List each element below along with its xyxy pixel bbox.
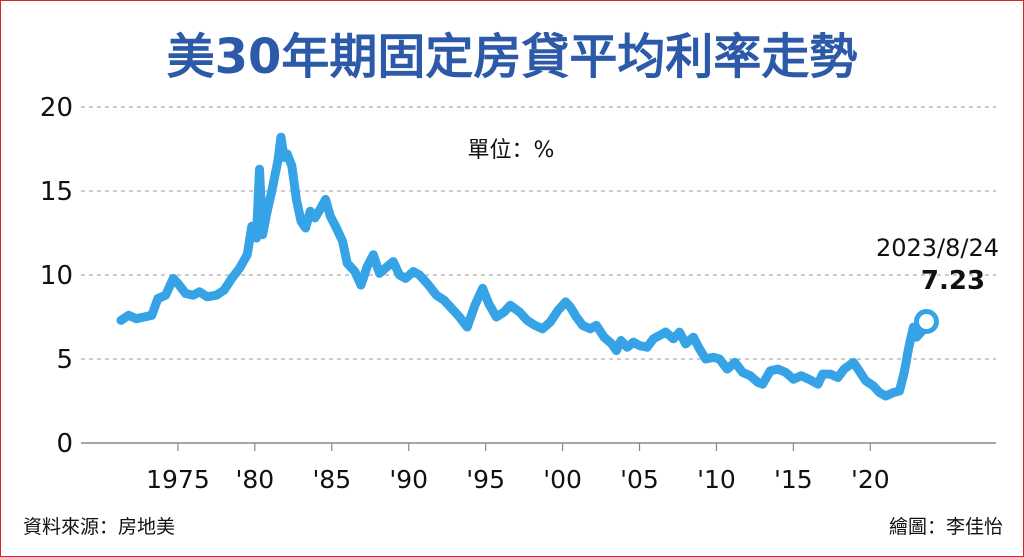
- x-tick-label: '10: [697, 465, 736, 494]
- latest-point-marker: [913, 309, 939, 335]
- x-axis-ticks: 1975 '80 '85 '90 '95 '00 '05 '10 '15 '20: [146, 443, 890, 494]
- x-tick-label: '20: [851, 465, 890, 494]
- source-note: 資料來源：房地美: [23, 516, 175, 538]
- y-tick-label: 20: [40, 93, 73, 123]
- x-tick-label: '00: [543, 465, 582, 494]
- series-layer: [116, 132, 931, 401]
- annotation-date: 2023/8/24: [876, 234, 999, 262]
- y-tick-label: 15: [40, 177, 73, 207]
- credit-note: 繪圖：李佳怡: [889, 516, 1003, 538]
- x-tick-label: '85: [312, 465, 351, 494]
- y-tick-label: 10: [40, 261, 73, 291]
- x-tick-label: 1975: [146, 465, 210, 494]
- x-tick-label: '80: [236, 465, 275, 494]
- annotation-value: 7.23: [921, 266, 985, 296]
- x-tick-label: '95: [466, 465, 505, 494]
- x-tick-label: '15: [774, 465, 813, 494]
- x-tick-label: '90: [389, 465, 428, 494]
- annotation-layer: 2023/8/24 7.23: [876, 234, 999, 335]
- x-tick-label: '05: [620, 465, 659, 494]
- y-tick-label: 0: [56, 429, 73, 459]
- unit-label: 單位：%: [468, 138, 555, 163]
- y-tick-label: 5: [56, 345, 73, 375]
- series-line: [116, 132, 931, 401]
- chart-title: 美30年期固定房貸平均利率走勢: [167, 29, 858, 85]
- y-axis-ticks: 0 5 10 15 20: [40, 93, 73, 459]
